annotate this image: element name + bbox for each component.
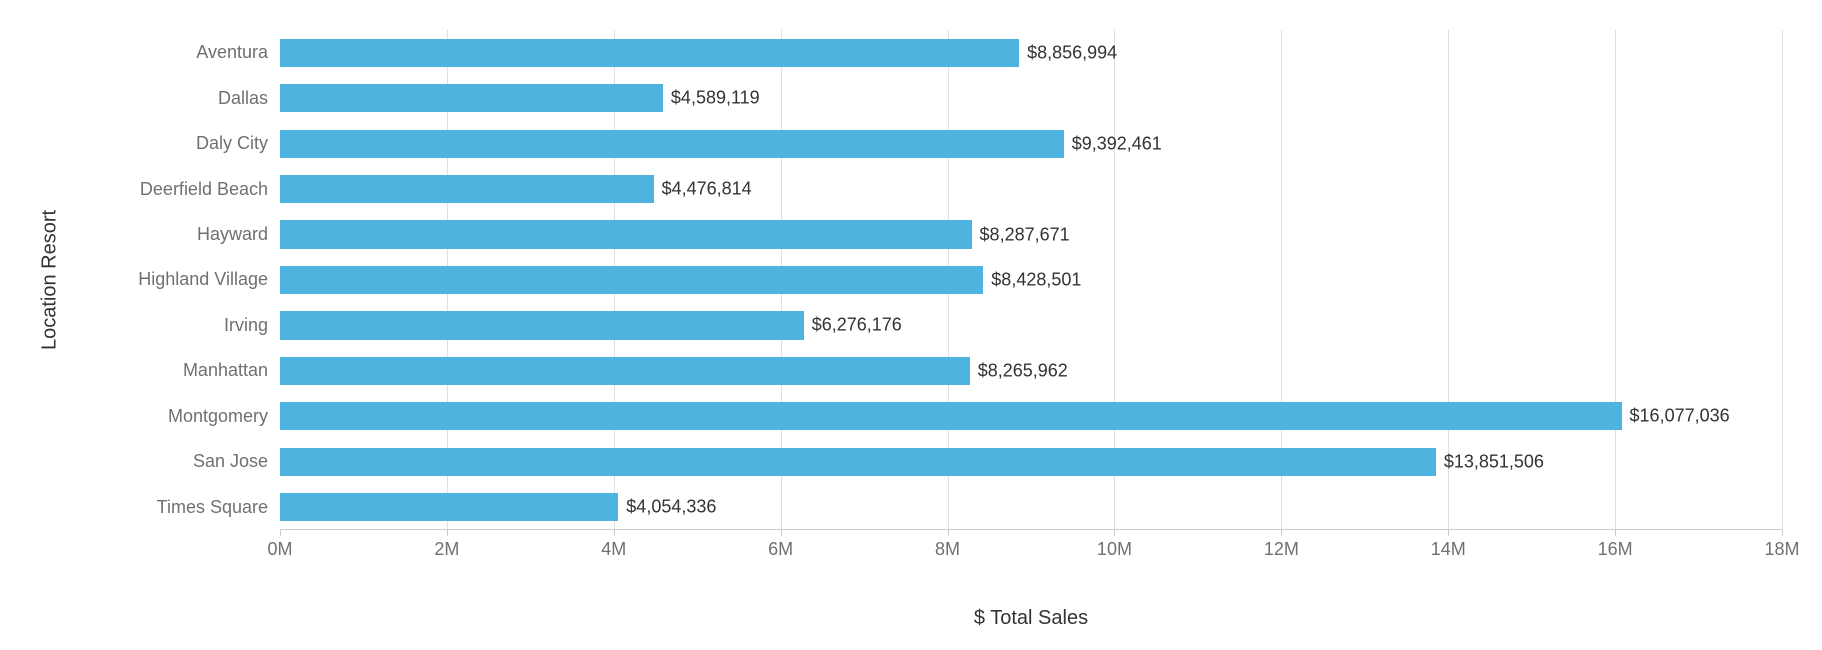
bar-row: Deerfield Beach$4,476,814 [280, 166, 1782, 211]
bar-value-label: $4,054,336 [618, 497, 716, 518]
y-tick-label: San Jose [193, 451, 280, 472]
y-tick-label: Hayward [197, 224, 280, 245]
sales-by-location-chart: Location Resort Aventura$8,856,994Dallas… [20, 20, 1802, 630]
bar-value-label: $16,077,036 [1622, 406, 1730, 427]
bar-value-label: $8,265,962 [970, 360, 1068, 381]
x-tick-label: 6M [768, 539, 793, 560]
bar[interactable]: $4,476,814 [280, 175, 654, 203]
y-axis-title: Location Resort [39, 210, 62, 350]
bar-row: Manhattan$8,265,962 [280, 348, 1782, 393]
bar-row: Irving$6,276,176 [280, 303, 1782, 348]
bar-value-label: $4,476,814 [654, 179, 752, 200]
bar-value-label: $8,856,994 [1019, 42, 1117, 63]
x-tick-mark [1782, 530, 1783, 536]
bar[interactable]: $8,265,962 [280, 357, 970, 385]
bar-value-label: $8,287,671 [972, 224, 1070, 245]
x-tick-mark [447, 530, 448, 536]
y-tick-label: Daly City [196, 133, 280, 154]
bar-row: Hayward$8,287,671 [280, 212, 1782, 257]
x-tick-mark [280, 530, 281, 536]
bar[interactable]: $4,054,336 [280, 493, 618, 521]
bar-row: San Jose$13,851,506 [280, 439, 1782, 484]
x-tick-label: 16M [1598, 539, 1633, 560]
bar[interactable]: $9,392,461 [280, 130, 1064, 158]
grid-line [1782, 30, 1783, 530]
x-tick-label: 18M [1764, 539, 1799, 560]
x-tick-label: 2M [434, 539, 459, 560]
bar-row: Highland Village$8,428,501 [280, 257, 1782, 302]
x-tick-mark [1448, 530, 1449, 536]
bar-row: Aventura$8,856,994 [280, 30, 1782, 75]
x-tick-label: 8M [935, 539, 960, 560]
x-tick-label: 0M [267, 539, 292, 560]
y-tick-label: Times Square [157, 497, 280, 518]
x-tick-mark [948, 530, 949, 536]
bar-row: Dallas$4,589,119 [280, 75, 1782, 120]
plot-area: Aventura$8,856,994Dallas$4,589,119Daly C… [280, 30, 1782, 560]
x-tick-mark [1281, 530, 1282, 536]
bar[interactable]: $6,276,176 [280, 311, 804, 339]
y-tick-label: Deerfield Beach [140, 179, 280, 200]
y-tick-label: Aventura [196, 42, 280, 63]
bar-row: Times Square$4,054,336 [280, 485, 1782, 530]
bar[interactable]: $13,851,506 [280, 448, 1436, 476]
x-tick-label: 12M [1264, 539, 1299, 560]
x-axis-title: $ Total Sales [974, 607, 1088, 630]
x-tick-mark [1615, 530, 1616, 536]
y-tick-label: Montgomery [168, 406, 280, 427]
bar-row: Montgomery$16,077,036 [280, 394, 1782, 439]
bar-value-label: $4,589,119 [663, 88, 760, 109]
bar[interactable]: $8,287,671 [280, 220, 972, 248]
bar[interactable]: $8,428,501 [280, 266, 983, 294]
x-tick-label: 14M [1431, 539, 1466, 560]
bar[interactable]: $4,589,119 [280, 84, 663, 112]
x-tick-mark [781, 530, 782, 536]
bar-value-label: $6,276,176 [804, 315, 902, 336]
x-tick-mark [614, 530, 615, 536]
x-tick-label: 4M [601, 539, 626, 560]
y-tick-label: Highland Village [138, 269, 280, 290]
bar-value-label: $8,428,501 [983, 269, 1081, 290]
x-tick-label: 10M [1097, 539, 1132, 560]
y-tick-label: Dallas [218, 88, 280, 109]
bar-value-label: $13,851,506 [1436, 451, 1544, 472]
x-axis-line [280, 529, 1782, 530]
bar[interactable]: $16,077,036 [280, 402, 1622, 430]
x-tick-mark [1114, 530, 1115, 536]
bars-area: Aventura$8,856,994Dallas$4,589,119Daly C… [280, 30, 1782, 530]
bar[interactable]: $8,856,994 [280, 39, 1019, 67]
y-tick-label: Irving [224, 315, 280, 336]
bar-row: Daly City$9,392,461 [280, 121, 1782, 166]
y-tick-label: Manhattan [183, 360, 280, 381]
bar-value-label: $9,392,461 [1064, 133, 1162, 154]
